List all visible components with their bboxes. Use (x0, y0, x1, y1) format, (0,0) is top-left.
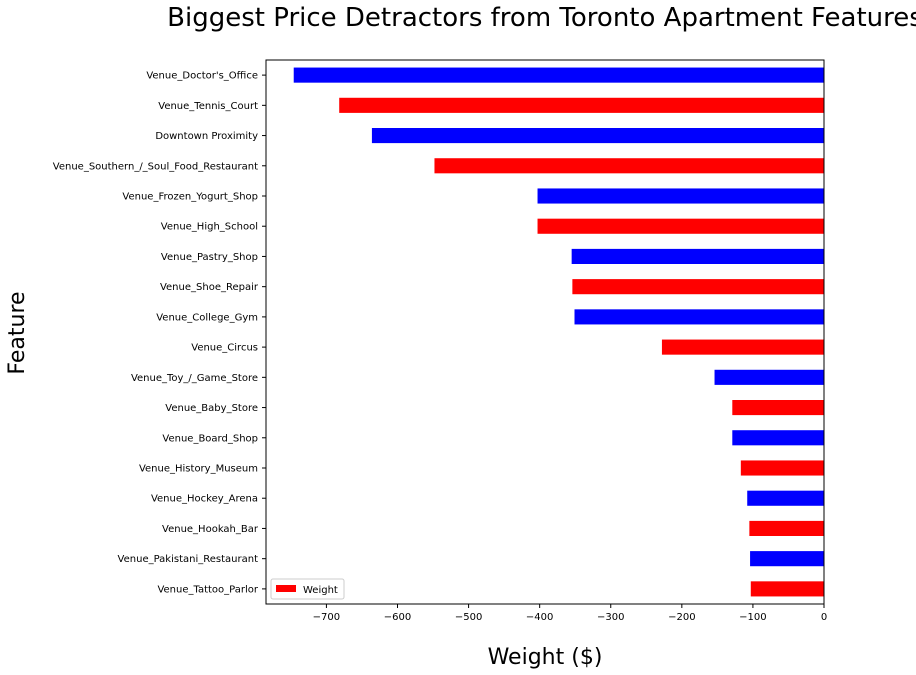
y-tick-label: Venue_High_School (161, 222, 258, 233)
bar (732, 400, 824, 416)
y-tick-label: Venue_Frozen_Yogurt_Shop (122, 192, 258, 203)
x-tick-label: −100 (739, 612, 766, 623)
y-tick-label: Venue_Board_Shop (162, 433, 258, 444)
legend-label: Weight (303, 585, 338, 596)
y-tick-label: Venue_College_Gym (156, 312, 258, 323)
bar (572, 279, 824, 295)
y-tick-label: Venue_Baby_Store (165, 403, 258, 414)
chart-title: Biggest Price Detractors from Toronto Ap… (167, 3, 916, 33)
y-tick-label: Venue_Hockey_Arena (151, 494, 258, 505)
legend-swatch (276, 585, 296, 592)
bar (750, 581, 824, 597)
bar (749, 520, 824, 536)
y-tick-label: Venue_Pakistani_Restaurant (118, 554, 259, 565)
x-axis-label: Weight ($) (488, 645, 603, 670)
x-tick-label: −300 (597, 612, 624, 623)
bar (537, 218, 824, 234)
bar (371, 128, 824, 144)
y-tick-label: Downtown Proximity (155, 131, 258, 142)
x-tick-label: 0 (821, 612, 827, 623)
y-tick-label: Venue_Hookah_Bar (162, 524, 259, 535)
bar (661, 339, 824, 355)
bar (574, 309, 824, 325)
y-tick-label: Venue_Pastry_Shop (161, 252, 258, 263)
y-tick-label: Venue_Tattoo_Parlor (157, 584, 258, 595)
x-tick-label: −500 (455, 612, 482, 623)
axes-frame (265, 59, 825, 605)
bar (339, 97, 824, 113)
x-tick-label: −700 (313, 612, 340, 623)
y-axis-label: Feature (5, 291, 30, 374)
legend-box (270, 578, 345, 600)
bar (571, 248, 824, 264)
y-tick-label: Venue_Circus (191, 343, 258, 354)
bar (740, 460, 824, 476)
y-tick-label: Venue_Tennis_Court (158, 101, 258, 112)
bar (537, 188, 824, 204)
bar (750, 551, 824, 567)
y-tick-label: Venue_Toy_/_Game_Store (131, 373, 258, 384)
y-tick-label: Venue_Southern_/_Soul_Food_Restaurant (53, 161, 258, 172)
x-tick-label: −400 (526, 612, 553, 623)
bar (434, 158, 824, 174)
x-tick-label: −600 (384, 612, 411, 623)
bar (747, 490, 824, 506)
y-tick-label: Venue_Shoe_Repair (160, 282, 259, 293)
x-tick-label: −200 (668, 612, 695, 623)
bar (714, 369, 824, 385)
bar (293, 67, 824, 83)
bar (732, 430, 824, 446)
y-tick-label: Venue_Doctor's_Office (146, 71, 258, 82)
plot-area: Venue_Doctor's_Office Venue_Tennis_Court D… (53, 59, 827, 623)
y-tick-label: Venue_History_Museum (139, 464, 258, 475)
